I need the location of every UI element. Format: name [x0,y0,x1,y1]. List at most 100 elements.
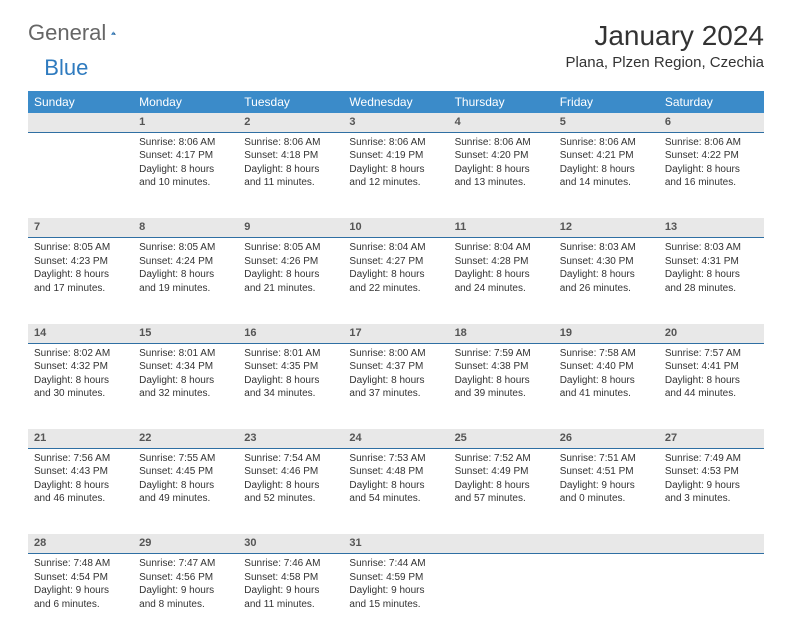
day-cell-empty [659,554,764,640]
daylight-text: Daylight: 8 hours and 39 minutes. [455,374,548,401]
sunrise-text: Sunrise: 8:05 AM [34,241,127,255]
sunrise-text: Sunrise: 7:44 AM [349,557,442,571]
day-number: 7 [28,218,133,237]
day-number: 16 [238,324,343,343]
day-number-empty [554,534,659,553]
sunset-text: Sunset: 4:51 PM [560,465,653,479]
day-number: 10 [343,218,448,237]
sunset-text: Sunset: 4:32 PM [34,360,127,374]
day-number-empty [449,534,554,553]
sunset-text: Sunset: 4:26 PM [244,255,337,269]
sunrise-text: Sunrise: 8:05 AM [244,241,337,255]
day-cell: Sunrise: 7:57 AMSunset: 4:41 PMDaylight:… [659,343,764,429]
month-title: January 2024 [566,20,764,52]
daylight-text: Daylight: 8 hours and 52 minutes. [244,479,337,506]
sunset-text: Sunset: 4:54 PM [34,571,127,585]
day-number: 12 [554,218,659,237]
day-cell: Sunrise: 7:53 AMSunset: 4:48 PMDaylight:… [343,448,448,534]
sunset-text: Sunset: 4:38 PM [455,360,548,374]
day-number-row: 28293031 [28,534,764,553]
day-number: 29 [133,534,238,553]
day-cell-empty [554,554,659,640]
day-number-row: 123456 [28,113,764,132]
sunrise-text: Sunrise: 8:04 AM [455,241,548,255]
sunrise-text: Sunrise: 7:52 AM [455,452,548,466]
daylight-text: Daylight: 9 hours and 8 minutes. [139,584,232,611]
sunrise-text: Sunrise: 8:01 AM [244,347,337,361]
daylight-text: Daylight: 8 hours and 13 minutes. [455,163,548,190]
day-number: 3 [343,113,448,132]
sunrise-text: Sunrise: 7:54 AM [244,452,337,466]
day-body-row: Sunrise: 8:02 AMSunset: 4:32 PM Daylight:… [28,343,764,429]
sunset-text: Sunset: 4:23 PM [34,255,127,269]
day-number: 20 [659,324,764,343]
day-number: 9 [238,218,343,237]
day-cell: Sunrise: 7:58 AMSunset: 4:40 PMDaylight:… [554,343,659,429]
sunrise-text: Sunrise: 7:55 AM [139,452,232,466]
logo-text-blue: Blue [44,55,88,81]
day-body-row: Sunrise: 7:56 AMSunset: 4:43 PM Daylight:… [28,448,764,534]
day-cell: Sunrise: 8:02 AMSunset: 4:32 PMDaylight:… [28,343,133,429]
day-cell: Sunrise: 7:51 AMSunset: 4:51 PMDaylight:… [554,448,659,534]
day-cell: Sunrise: 7:46 AMSunset: 4:58 PMDaylight:… [238,554,343,640]
sunrise-text: Sunrise: 7:59 AM [455,347,548,361]
day-number: 28 [28,534,133,553]
day-cell: Sunrise: 8:06 AMSunset: 4:19 PMDaylight:… [343,132,448,218]
sunset-text: Sunset: 4:19 PM [349,149,442,163]
day-cell: Sunrise: 8:01 AMSunset: 4:35 PMDaylight:… [238,343,343,429]
sunrise-text: Sunrise: 8:03 AM [560,241,653,255]
daylight-text: Daylight: 8 hours and 12 minutes. [349,163,442,190]
day-cell: Sunrise: 7:47 AMSunset: 4:56 PMDaylight:… [133,554,238,640]
day-cell: Sunrise: 8:06 AMSunset: 4:17 PMDaylight:… [133,132,238,218]
day-number-empty [28,113,133,132]
sunset-text: Sunset: 4:27 PM [349,255,442,269]
sunset-text: Sunset: 4:56 PM [139,571,232,585]
daylight-text: Daylight: 8 hours and 32 minutes. [139,374,232,401]
day-body-row: Sunrise: 8:06 AMSunset: 4:17 PMDaylight:… [28,132,764,218]
day-cell: Sunrise: 7:44 AMSunset: 4:59 PMDaylight:… [343,554,448,640]
daylight-text: Daylight: 9 hours and 6 minutes. [34,584,127,611]
day-body-row: Sunrise: 7:48 AMSunset: 4:54 PMDaylight:… [28,554,764,640]
sunrise-text: Sunrise: 8:06 AM [139,136,232,150]
sunrise-text: Sunrise: 8:06 AM [349,136,442,150]
daylight-text: Daylight: 8 hours and 54 minutes. [349,479,442,506]
day-cell: Sunrise: 8:04 AMSunset: 4:27 PMDaylight:… [343,238,448,324]
sunset-text: Sunset: 4:30 PM [560,255,653,269]
sunrise-text: Sunrise: 8:05 AM [139,241,232,255]
daylight-text: Daylight: 9 hours and 0 minutes. [560,479,653,506]
weekday-header-row: SundayMondayTuesdayWednesdayThursdayFrid… [28,91,764,113]
day-cell-empty [28,132,133,218]
sunrise-text: Sunrise: 7:57 AM [665,347,758,361]
weekday-header: Friday [554,91,659,113]
weekday-header: Tuesday [238,91,343,113]
day-cell: Sunrise: 8:01 AMSunset: 4:34 PMDaylight:… [133,343,238,429]
sunrise-text: Sunrise: 8:00 AM [349,347,442,361]
weekday-header: Monday [133,91,238,113]
sunrise-text: Sunrise: 7:48 AM [34,557,127,571]
day-number-row: 21222324252627 [28,429,764,448]
sunset-text: Sunset: 4:20 PM [455,149,548,163]
daylight-text: Daylight: 8 hours and 11 minutes. [244,163,337,190]
day-number: 13 [659,218,764,237]
sunset-text: Sunset: 4:43 PM [34,465,127,479]
day-number: 21 [28,429,133,448]
sunset-text: Sunset: 4:24 PM [139,255,232,269]
day-cell-empty [449,554,554,640]
sunset-text: Sunset: 4:59 PM [349,571,442,585]
day-cell: Sunrise: 8:03 AMSunset: 4:31 PMDaylight:… [659,238,764,324]
weekday-header: Saturday [659,91,764,113]
sunrise-text: Sunrise: 8:06 AM [455,136,548,150]
sunset-text: Sunset: 4:34 PM [139,360,232,374]
daylight-text: Daylight: 8 hours and 14 minutes. [560,163,653,190]
daylight-text: Daylight: 9 hours and 3 minutes. [665,479,758,506]
day-number: 2 [238,113,343,132]
daylight-text: Daylight: 8 hours and 57 minutes. [455,479,548,506]
sunrise-text: Sunrise: 7:56 AM [34,452,127,466]
day-number: 15 [133,324,238,343]
day-cell: Sunrise: 8:00 AMSunset: 4:37 PMDaylight:… [343,343,448,429]
day-number: 30 [238,534,343,553]
sunrise-text: Sunrise: 8:02 AM [34,347,127,361]
day-number: 19 [554,324,659,343]
day-number: 14 [28,324,133,343]
day-number-row: 78910111213 [28,218,764,237]
